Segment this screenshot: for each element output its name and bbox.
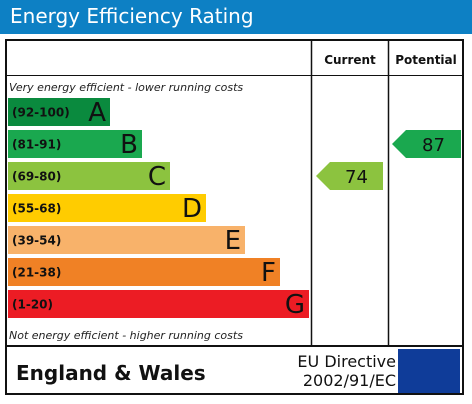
band-letter-c: C <box>148 162 166 192</box>
band-bar-f <box>8 258 280 286</box>
efficient-note: Very energy efficient - lower running co… <box>9 81 244 94</box>
potential-arrow <box>392 130 461 158</box>
band-bar-c <box>8 162 170 190</box>
eu-directive-line1: EU Directive <box>297 352 396 371</box>
band-letter-f: F <box>261 258 276 288</box>
band-range-b: (81-91) <box>12 138 61 152</box>
band-bar-d <box>8 194 206 222</box>
band-range-e: (39-54) <box>12 234 61 248</box>
potential-header: Potential <box>395 53 457 67</box>
band-range-f: (21-38) <box>12 266 61 280</box>
inefficient-note: Not energy efficient - higher running co… <box>9 329 243 342</box>
band-range-g: (1-20) <box>12 298 53 312</box>
band-bar-g <box>8 290 309 318</box>
band-bar-b <box>8 130 142 158</box>
band-range-a: (92-100) <box>12 106 70 120</box>
band-letter-a: A <box>88 98 106 128</box>
band-range-c: (69-80) <box>12 170 61 184</box>
eu-directive-line2: 2002/91/EC <box>302 371 396 390</box>
current-arrow <box>316 162 383 190</box>
band-range-d: (55-68) <box>12 202 61 216</box>
current-value: 74 <box>345 167 368 188</box>
potential-value: 87 <box>422 135 445 156</box>
band-letter-d: D <box>182 194 202 224</box>
region-label: England & Wales <box>16 361 206 385</box>
band-letter-e: E <box>225 226 241 256</box>
eu-directive: EU Directive 2002/91/EC <box>280 352 396 390</box>
eu-flag-icon <box>398 349 460 393</box>
band-letter-g: G <box>285 290 305 320</box>
current-header: Current <box>324 53 376 67</box>
band-bar-e <box>8 226 245 254</box>
page-title: Energy Efficiency Rating <box>10 4 254 28</box>
band-bar-a <box>8 98 110 126</box>
rating-frame <box>5 39 464 395</box>
title-bar: Energy Efficiency Rating <box>0 0 472 34</box>
band-letter-b: B <box>120 130 138 160</box>
